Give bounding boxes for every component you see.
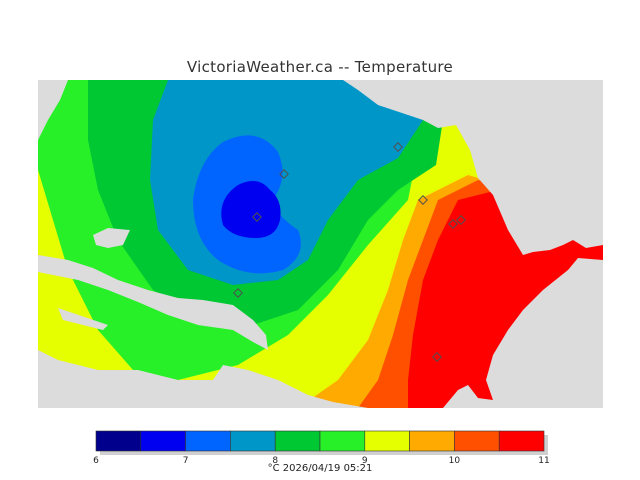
legend-swatch xyxy=(454,430,500,452)
bay-peninsula xyxy=(93,228,130,248)
temperature-map xyxy=(38,80,603,408)
legend-swatch xyxy=(140,430,186,452)
legend-swatch xyxy=(185,430,231,452)
station-marker[interactable] xyxy=(252,212,262,222)
legend-colorbar xyxy=(95,430,548,455)
legend-caption: °C 2026/04/19 05:21 xyxy=(267,463,373,474)
sea-north xyxy=(38,80,603,255)
legend-swatch xyxy=(498,430,545,452)
legend-swatch xyxy=(409,430,455,452)
station-marker[interactable] xyxy=(456,215,466,225)
harbour-sw xyxy=(58,308,108,330)
legend-swatch xyxy=(319,430,366,452)
sea-south-east xyxy=(443,258,603,408)
legend-shadow xyxy=(100,435,548,455)
station-marker[interactable] xyxy=(448,219,458,229)
band-6-65 xyxy=(221,181,281,238)
station-markers xyxy=(233,142,466,362)
legend-swatch xyxy=(95,430,142,452)
legend-swatch xyxy=(230,430,276,452)
station-marker[interactable] xyxy=(233,288,243,298)
sea-west-inlet xyxy=(38,80,68,170)
sea-south xyxy=(38,350,368,408)
map-title: VictoriaWeather.ca -- Temperature xyxy=(186,58,454,76)
legend-swatch xyxy=(274,430,321,452)
station-marker[interactable] xyxy=(432,352,442,362)
station-marker[interactable] xyxy=(393,142,403,152)
legend-swatch xyxy=(364,430,410,452)
station-marker[interactable] xyxy=(279,169,289,179)
inlet-west xyxy=(38,255,268,350)
station-marker[interactable] xyxy=(418,195,428,205)
